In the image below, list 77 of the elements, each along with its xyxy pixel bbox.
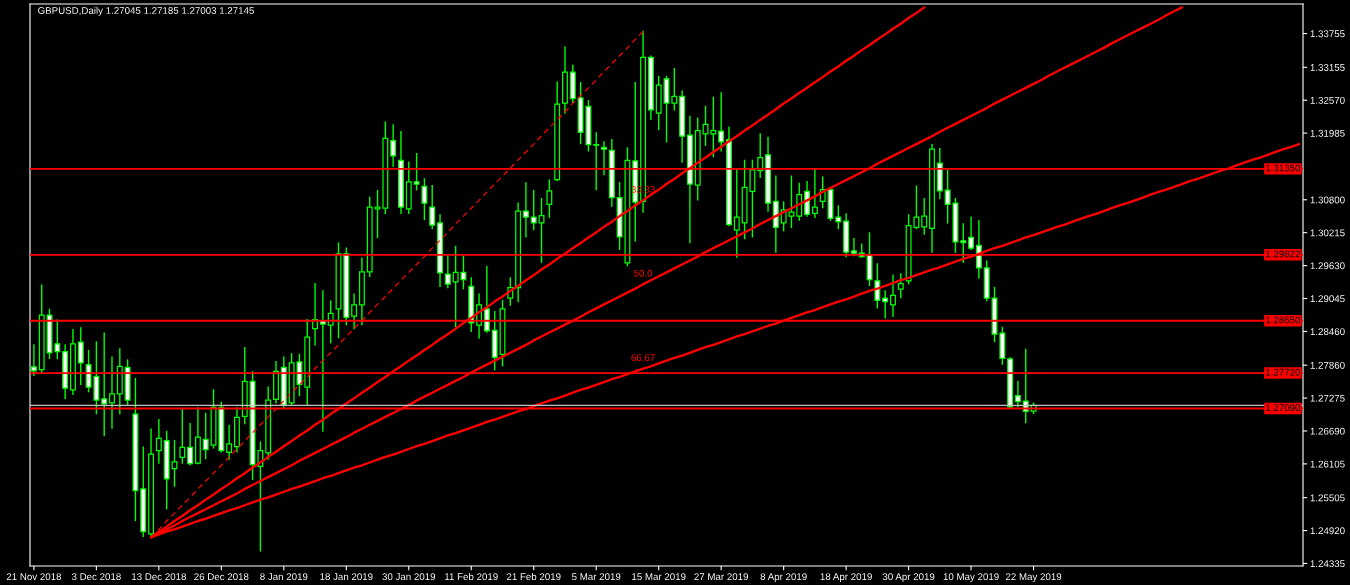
candlestick <box>522 182 529 238</box>
candlestick <box>390 124 397 167</box>
ref-line-label: 1.29822 <box>1266 250 1300 258</box>
series-label: 50.0 <box>634 269 653 277</box>
y-tick-label: 1.24920 <box>1310 527 1345 535</box>
candlestick <box>968 216 975 250</box>
x-tick-label: 30 Apr 2019 <box>882 573 935 583</box>
candlestick <box>351 293 358 330</box>
y-tick-label: 1.29630 <box>1310 262 1345 270</box>
candlestick <box>718 92 725 152</box>
y-tick-label: 1.30800 <box>1310 196 1345 204</box>
x-tick-label: 13 Dec 2018 <box>132 573 187 581</box>
x-tick-label: 27 Mar 2019 <box>694 573 748 581</box>
x-tick-label: 8 Jan 2019 <box>260 573 308 581</box>
y-tick-label: 1.27275 <box>1310 394 1345 402</box>
series-label: 66.67 <box>631 354 655 362</box>
x-tick-label: 22 May 2019 <box>1005 573 1062 583</box>
candlestick <box>890 274 896 317</box>
candlestick <box>796 182 803 221</box>
y-tick-label: 1.32570 <box>1310 96 1345 104</box>
x-tick-label: 15 Mar 2019 <box>632 573 686 581</box>
candlestick <box>804 181 811 217</box>
x-tick-label: 21 Nov 2018 <box>6 573 62 581</box>
x-tick-label: 18 Apr 2019 <box>820 573 872 583</box>
candlestick <box>882 290 889 319</box>
y-tick-label: 1.26690 <box>1310 427 1345 435</box>
y-tick-label: 1.27860 <box>1310 361 1345 369</box>
y-tick-label: 1.30215 <box>1310 229 1345 237</box>
candlestick <box>187 422 194 466</box>
candlestick <box>109 356 115 429</box>
candlestick <box>546 179 553 218</box>
candlestick <box>593 132 600 191</box>
candlestick <box>530 190 537 231</box>
candlestick <box>226 424 233 460</box>
candlestick <box>155 419 162 464</box>
x-tick-label: 30 Jan 2019 <box>382 573 436 581</box>
ref-line-label: 1.28650 <box>1266 316 1301 324</box>
y-tick-label: 1.31985 <box>1310 129 1345 137</box>
x-tick-label: 5 Mar 2019 <box>572 573 621 581</box>
x-tick-label: 21 Feb 2019 <box>506 572 561 581</box>
y-tick-label: 1.26105 <box>1310 460 1345 468</box>
y-tick-label: 1.28460 <box>1310 328 1345 336</box>
candlestick <box>77 327 84 385</box>
candlestick <box>444 254 451 289</box>
candlestick <box>413 152 420 191</box>
y-tick-label: 1.33155 <box>1310 64 1345 71</box>
candlestick <box>101 332 108 437</box>
x-tick-label: 3 Dec 2018 <box>71 573 121 581</box>
candlestick <box>921 197 928 235</box>
candlestick <box>960 223 967 263</box>
candlestick <box>835 205 842 230</box>
candlestick <box>671 67 678 111</box>
candlestick <box>601 141 607 176</box>
x-tick-label: 11 Feb 2019 <box>445 572 498 581</box>
candlestick <box>421 178 428 221</box>
x-tick-label: 26 Dec 2018 <box>194 573 249 581</box>
candlestick <box>811 168 818 218</box>
ref-line-label: 1.27720 <box>1266 368 1301 376</box>
candlestick <box>897 273 904 299</box>
chart-title: GBPUSD,Daily 1.27045 1.27185 1.27003 1.27145 <box>38 6 254 16</box>
ref-line-label: 1.31350 <box>1266 164 1301 172</box>
candlestick <box>429 185 436 230</box>
y-tick-label: 1.29045 <box>1310 295 1345 303</box>
x-tick-label: 18 Jan 2019 <box>320 573 373 581</box>
candlestick <box>202 412 209 460</box>
ref-line-label: 1.27090 <box>1266 404 1301 412</box>
x-tick-label: 8 Apr 2019 <box>760 573 807 583</box>
candlestick <box>733 168 740 258</box>
candlestick <box>874 263 881 309</box>
y-tick-label: 1.25505 <box>1310 494 1345 502</box>
candlestick <box>850 237 857 257</box>
x-tick-label: 10 May 2019 <box>943 573 999 583</box>
y-tick-label: 1.24335 <box>1310 560 1345 568</box>
candlestick <box>1014 380 1021 408</box>
y-tick-label: 1.33755 <box>1310 30 1345 38</box>
candlestick <box>538 197 545 263</box>
candlestick <box>179 407 186 464</box>
